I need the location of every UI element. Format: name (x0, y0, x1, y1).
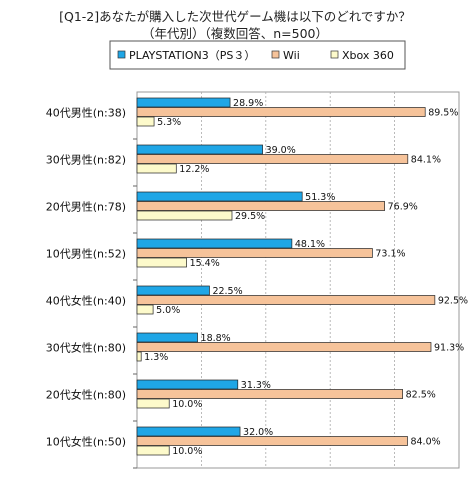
legend-label: Wii (283, 49, 300, 62)
data-label: 84.1% (411, 155, 441, 166)
data-label: 51.3% (305, 192, 335, 203)
bar (136, 295, 436, 305)
bar (136, 97, 231, 108)
data-label: 1.3% (144, 352, 168, 363)
data-label: 29.5% (235, 211, 265, 222)
bar (136, 191, 303, 202)
bar (136, 445, 170, 456)
legend-label: Xbox 360 (342, 49, 394, 62)
bar (136, 285, 210, 296)
bar (136, 163, 177, 174)
data-label: 89.5% (428, 108, 458, 119)
data-label: 76.9% (388, 202, 418, 213)
data-label: 22.5% (212, 286, 242, 297)
data-label: 28.9% (233, 98, 263, 109)
legend-swatch (330, 50, 339, 59)
data-label: 18.8% (201, 333, 231, 344)
data-label: 10.0% (172, 399, 202, 410)
data-label: 5.3% (157, 117, 181, 128)
bar (136, 436, 408, 446)
legend-box (109, 40, 406, 70)
category-label: 40代女性(n:40) (46, 293, 126, 307)
bar (136, 107, 426, 117)
data-label: 39.0% (266, 145, 296, 156)
data-label: 15.4% (190, 258, 220, 269)
chart-title: [Q1-2]あなたが購入した次世代ゲーム機は以下のどれですか？ (59, 9, 411, 24)
bar (136, 257, 187, 268)
bar (136, 426, 241, 437)
data-label: 48.1% (295, 239, 325, 250)
category-label: 30代男性(n:82) (46, 152, 126, 166)
legend-swatch (117, 50, 126, 59)
category-label: 20代女性(n:80) (46, 387, 126, 401)
data-label: 92.5% (438, 296, 468, 307)
chart-subtitle: （年代別）（複数回答、n=500） (141, 26, 328, 41)
bar (136, 144, 263, 155)
bar (136, 116, 155, 127)
data-label: 91.3% (434, 343, 464, 354)
category-label: 30代女性(n:80) (46, 340, 126, 354)
category-label: 20代男性(n:78) (46, 199, 126, 213)
bar (136, 248, 373, 258)
bar (136, 351, 142, 362)
data-label: 5.0% (156, 305, 180, 316)
bar (136, 210, 233, 221)
data-label: 12.2% (179, 164, 209, 175)
legend-label: PLAYSTATION3（PS３） (129, 49, 255, 62)
bar (136, 398, 170, 409)
bar (136, 379, 239, 390)
legend-swatch (271, 50, 280, 59)
data-label: 82.5% (406, 390, 436, 401)
category-label: 10代男性(n:52) (46, 246, 126, 260)
data-label: 31.3% (241, 380, 271, 391)
data-label: 84.0% (410, 437, 440, 448)
category-label: 40代男性(n:38) (46, 105, 126, 119)
data-label: 10.0% (172, 446, 202, 457)
data-label: 73.1% (375, 249, 405, 260)
bar (136, 332, 198, 343)
category-label: 10代女性(n:50) (46, 434, 126, 448)
bar (136, 154, 409, 164)
bar (136, 238, 293, 249)
bar (136, 201, 385, 211)
bar (136, 389, 403, 399)
data-label: 32.0% (243, 427, 273, 438)
bar (136, 304, 154, 315)
bar (136, 342, 432, 352)
